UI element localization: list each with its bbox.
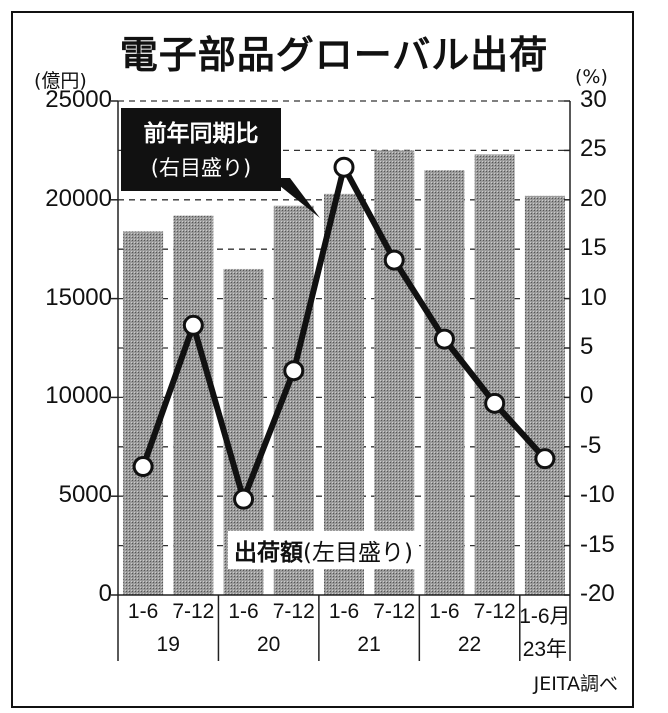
bar xyxy=(324,193,364,595)
chart-title: 電子部品グローバル出荷 xyxy=(119,33,549,77)
bar xyxy=(474,154,515,596)
x-period-label: 1-6 xyxy=(429,600,460,623)
right-tick-label: 15 xyxy=(580,234,607,262)
line-marker xyxy=(132,456,154,478)
x-period-label: 7-12 xyxy=(172,600,215,623)
x-year-label: 19 xyxy=(156,633,180,656)
bar-series-label: 出荷額(左目盛り) xyxy=(228,531,419,569)
right-axis-unit: (%) xyxy=(575,66,608,88)
bar xyxy=(374,150,415,595)
right-tick-label: -10 xyxy=(580,481,615,509)
line-marker xyxy=(182,314,204,336)
right-tick-label: 30 xyxy=(580,86,607,113)
chart-frame xyxy=(11,11,634,708)
bar xyxy=(524,195,565,595)
line-series-callout: 前年同期比 (右目盛り) xyxy=(121,108,281,191)
left-tick-label: 20000 xyxy=(45,184,112,212)
right-tick-label: -5 xyxy=(580,431,602,459)
bar xyxy=(123,231,164,595)
x-period-label: 7-12 xyxy=(473,600,516,623)
callout-subtitle: (右目盛り) xyxy=(150,156,252,180)
bar-label-main: 出荷額 xyxy=(234,540,303,566)
left-tick-label: 0 xyxy=(98,580,112,607)
x-period-label: 7-12 xyxy=(272,600,315,623)
left-tick-label: 5000 xyxy=(58,481,112,509)
x-year-label: 21 xyxy=(357,633,381,656)
right-tick-label: -20 xyxy=(580,580,615,607)
bar-label-sub: (左目盛り) xyxy=(303,540,413,566)
x-year-label: 20 xyxy=(256,633,281,656)
callout-title: 前年同期比 xyxy=(143,121,259,147)
line-marker xyxy=(484,392,506,414)
line-marker xyxy=(283,360,305,382)
x-year-label: 22 xyxy=(457,633,482,656)
left-tick-label: 15000 xyxy=(45,283,112,311)
right-tick-label: 20 xyxy=(580,184,607,212)
right-tick-label: 5 xyxy=(580,333,594,360)
line-marker xyxy=(383,249,405,271)
bar xyxy=(424,170,465,595)
right-tick-label: -15 xyxy=(580,530,615,558)
source-note: JEITA調べ xyxy=(533,673,618,695)
line-marker xyxy=(534,448,556,470)
x-period-label: 1-6月 xyxy=(519,605,571,628)
x-year-label: 23年 xyxy=(522,638,568,661)
right-tick-label: 0 xyxy=(580,382,594,410)
left-tick-label: 10000 xyxy=(45,382,112,410)
left-axis-unit: (億円) xyxy=(34,70,87,92)
right-tick-label: 25 xyxy=(580,135,607,163)
x-period-label: 1-6 xyxy=(328,600,360,623)
line-marker xyxy=(433,328,455,350)
line-marker xyxy=(233,488,255,510)
bar xyxy=(173,215,214,595)
right-tick-label: 10 xyxy=(580,283,607,311)
x-period-label: 1-6 xyxy=(228,600,259,623)
line-marker xyxy=(333,156,355,178)
x-period-label: 7-12 xyxy=(373,600,416,623)
x-period-label: 1-6 xyxy=(127,600,159,623)
left-tick-label: 25000 xyxy=(45,86,112,113)
